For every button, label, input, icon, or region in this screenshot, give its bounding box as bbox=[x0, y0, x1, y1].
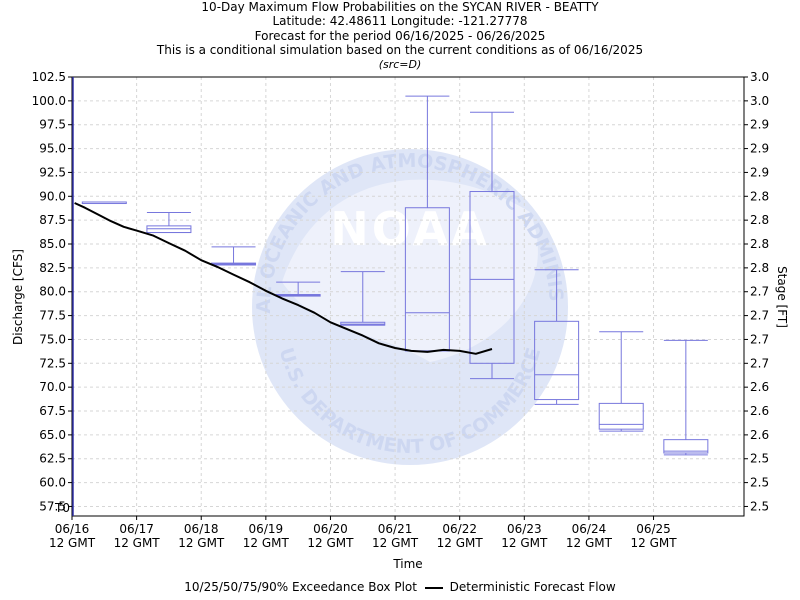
x-axis-label: Time bbox=[392, 557, 422, 571]
x-tick-label-date: 06/16 bbox=[55, 522, 90, 536]
box-iqr bbox=[469, 191, 515, 364]
x-tick-label-date: 06/20 bbox=[313, 522, 348, 536]
x-tick-label-time: 12 GMT bbox=[114, 536, 161, 550]
box-iqr bbox=[534, 320, 580, 401]
y2-tick-label: 2.9 bbox=[750, 165, 769, 179]
boxplot bbox=[146, 212, 192, 234]
y-tick-label: 75.0 bbox=[39, 332, 66, 346]
y2-tick-label: 2.5 bbox=[750, 476, 769, 490]
x-tick-label-time: 12 GMT bbox=[630, 536, 677, 550]
chart-legend: 10/25/50/75/90% Exceedance Box Plot Dete… bbox=[0, 580, 800, 594]
y-tick-label: 90.0 bbox=[39, 189, 66, 203]
source-code: (src=D) bbox=[378, 57, 422, 71]
y-tick-label: 82.5 bbox=[39, 261, 66, 275]
y2-tick-label: 2.7 bbox=[750, 285, 769, 299]
legend-boxplot: 10/25/50/75/90% Exceedance Box Plot bbox=[184, 580, 417, 594]
watermark-gull bbox=[282, 179, 538, 362]
y-tick-label: 80.0 bbox=[39, 285, 66, 299]
y-tick-label: 72.5 bbox=[39, 356, 66, 370]
box-iqr bbox=[663, 439, 709, 454]
y2-tick-label: 2.6 bbox=[750, 404, 769, 418]
y2-tick-label: 2.6 bbox=[750, 380, 769, 394]
y-tick-label: 60.0 bbox=[39, 476, 66, 490]
boxplot bbox=[81, 201, 127, 205]
y2-axis-label: Stage [FT] bbox=[775, 266, 789, 328]
y2-tick-label: 2.6 bbox=[750, 428, 769, 442]
boxplot bbox=[340, 271, 386, 326]
x-tick-label-date: 06/18 bbox=[184, 522, 219, 536]
y-tick-label: 77.5 bbox=[39, 309, 66, 323]
simulation-note: This is a conditional simulation based o… bbox=[156, 43, 644, 58]
x-tick-label-time: 12 GMT bbox=[243, 536, 290, 550]
legend-deterministic: Deterministic Forecast Flow bbox=[449, 580, 616, 594]
boxplot bbox=[534, 269, 580, 405]
y-tick-label: 67.5 bbox=[39, 404, 66, 418]
y-tick-label: 95.0 bbox=[39, 142, 66, 156]
y-tick-label: 97.5 bbox=[39, 118, 66, 132]
y-tick-label: 87.5 bbox=[39, 213, 66, 227]
y-tick-label: 62.5 bbox=[39, 452, 66, 466]
y2-tick-label: 2.8 bbox=[750, 213, 769, 227]
y2-tick-label: 3.0 bbox=[750, 70, 769, 84]
boxplot bbox=[211, 246, 257, 266]
x-tick-label-time: 12 GMT bbox=[178, 536, 225, 550]
y-tick-label: 85.0 bbox=[39, 237, 66, 251]
chart-title: 10-Day Maximum Flow Probabilities on the… bbox=[201, 0, 599, 14]
boxplot-series bbox=[81, 95, 709, 456]
y-tick-label: 102.5 bbox=[32, 70, 66, 84]
y2-tick-label: 2.9 bbox=[750, 142, 769, 156]
watermark-logo-text: NOAA bbox=[330, 202, 490, 256]
plot-frame bbox=[71, 76, 745, 517]
y2-tick-label: 2.8 bbox=[750, 189, 769, 203]
x-tick-label-time: 12 GMT bbox=[307, 536, 354, 550]
y2-tick-label: 2.5 bbox=[750, 499, 769, 513]
boxplot bbox=[275, 281, 321, 297]
y-tick-label: 92.5 bbox=[39, 165, 66, 179]
x-tick-label-time: 12 GMT bbox=[566, 536, 613, 550]
x-tick-label-date: 06/24 bbox=[572, 522, 607, 536]
x-tick-label-time: 12 GMT bbox=[437, 536, 484, 550]
y-axis-label: Discharge [CFS] bbox=[11, 249, 25, 345]
y2-tick-label: 2.7 bbox=[750, 309, 769, 323]
y-tick-label: 57.5 bbox=[39, 499, 66, 513]
y-tick-label: 100.0 bbox=[32, 94, 66, 108]
y2-tick-label: 2.7 bbox=[750, 332, 769, 346]
y-tick-label: 65.0 bbox=[39, 428, 66, 442]
x-tick-label-time: 12 GMT bbox=[501, 536, 548, 550]
chart-axes: 57.5 2.5 60.0 2.5 62.5 2.5 65.0 2.6 67.5 2.6 70.0 2… bbox=[32, 70, 769, 550]
deterministic-flow-line bbox=[74, 202, 493, 355]
x-tick-label-date: 06/19 bbox=[249, 522, 284, 536]
noaa-logo-watermark: NOAANATIONAL OCEANIC AND ATMOSPHERIC ADM… bbox=[0, 0, 568, 465]
y2-tick-label: 2.5 bbox=[750, 452, 769, 466]
y2-tick-label: 2.8 bbox=[750, 237, 769, 251]
station-location: Latitude: 42.48611 Longitude: -121.27778 bbox=[272, 14, 528, 29]
boxplot bbox=[598, 331, 644, 432]
boxplot bbox=[469, 111, 515, 380]
y2-tick-label: 2.8 bbox=[750, 261, 769, 275]
forecast-period: Forecast for the period 06/16/2025 - 06/… bbox=[254, 28, 546, 43]
boxplot bbox=[663, 339, 709, 456]
chart-header: 10-Day Maximum Flow Probabilities on the… bbox=[0, 0, 800, 72]
x-tick-label-date: 06/17 bbox=[119, 522, 154, 536]
deterministic-series bbox=[74, 202, 493, 355]
y2-tick-label: 2.7 bbox=[750, 356, 769, 370]
y2-tick-label: 2.9 bbox=[750, 118, 769, 132]
legend-line-swatch bbox=[424, 586, 443, 589]
box-iqr bbox=[598, 402, 644, 430]
x-tick-label-date: 06/23 bbox=[507, 522, 542, 536]
x-tick-label-date: 06/21 bbox=[378, 522, 413, 536]
t0-label: T0 bbox=[54, 501, 70, 515]
x-tick-label-date: 06/22 bbox=[442, 522, 477, 536]
y2-tick-label: 3.0 bbox=[750, 94, 769, 108]
x-tick-label-time: 12 GMT bbox=[49, 536, 96, 550]
y-tick-label: 70.0 bbox=[39, 380, 66, 394]
x-tick-label-time: 12 GMT bbox=[372, 536, 419, 550]
x-tick-label-date: 06/25 bbox=[636, 522, 671, 536]
